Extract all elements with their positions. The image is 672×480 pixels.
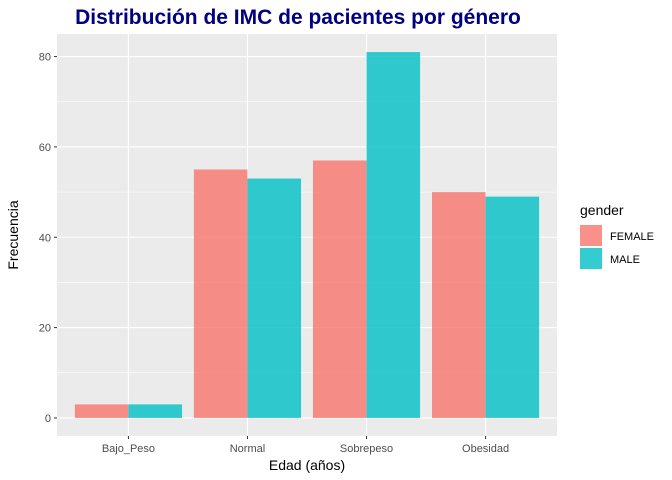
bar-male-sobrepeso <box>366 52 421 418</box>
y-axis-title: Frecuencia <box>5 200 21 269</box>
x-axis-title: Edad (años) <box>269 457 345 473</box>
bar-female-sobrepeso <box>312 160 367 418</box>
legend-label-male: MALE <box>610 254 640 266</box>
y-tick-label: 60 <box>39 142 51 154</box>
bar-female-bajo_peso <box>74 404 129 418</box>
chart-title: Distribución de IMC de pacientes por gén… <box>75 6 521 29</box>
bar-female-obesidad <box>432 192 486 418</box>
legend-label-female: FEMALE <box>610 231 654 243</box>
legend-title: gender <box>580 202 624 218</box>
y-tick-label: 20 <box>39 323 51 335</box>
y-tick-label: 40 <box>39 232 51 244</box>
legend: gender FEMALE MALE <box>580 202 654 269</box>
legend-key-female <box>580 225 602 246</box>
y-tick-label: 0 <box>45 413 51 425</box>
y-tick-label: 80 <box>39 52 51 64</box>
x-tick-label: Obesidad <box>462 443 509 455</box>
x-tick-label: Normal <box>230 443 265 455</box>
bars <box>74 52 540 418</box>
bar-male-obesidad <box>485 196 540 418</box>
x-tick-label: Sobrepeso <box>340 443 393 455</box>
legend-key-male <box>580 248 602 269</box>
bar-male-normal <box>247 178 302 418</box>
x-tick-label: Bajo_Peso <box>102 443 155 455</box>
bar-female-normal <box>193 169 248 418</box>
bar-male-bajo_peso <box>128 404 182 418</box>
y-axis: 0 20 40 60 80 <box>39 52 57 425</box>
x-axis: Bajo_Peso Normal Sobrepeso Obesidad <box>102 436 509 455</box>
